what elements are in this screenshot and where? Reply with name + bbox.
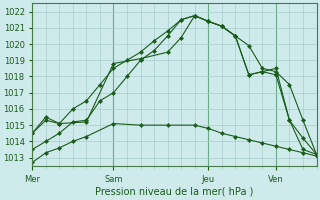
X-axis label: Pression niveau de la mer( hPa ): Pression niveau de la mer( hPa ): [95, 187, 253, 197]
